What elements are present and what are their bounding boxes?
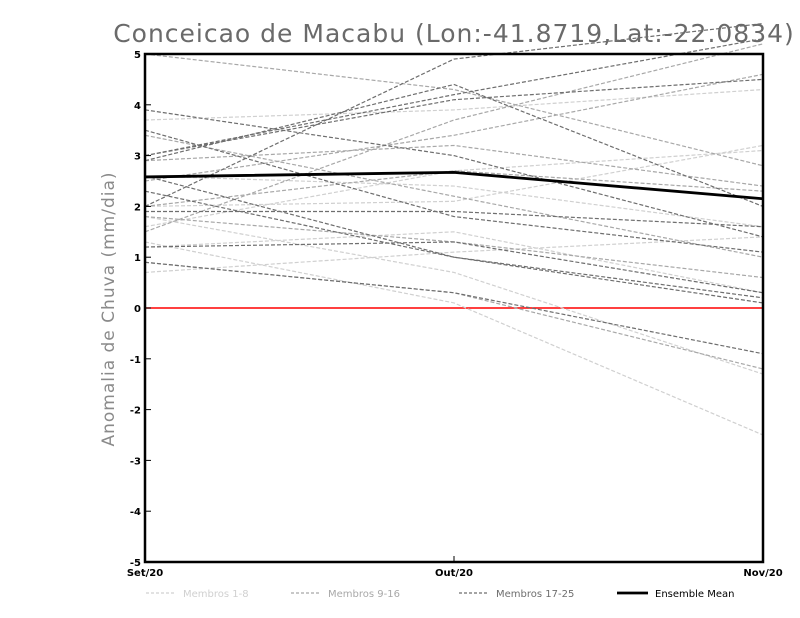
series-line-m8 [144,231,764,294]
y-tick-label: -3 [130,456,141,467]
y-tick-label: 3 [134,152,141,163]
series-line-m11 [144,170,764,207]
series-line-m27 [144,190,764,304]
legend-label: Membros 9-16 [328,589,400,600]
y-tick-label: -5 [130,558,141,569]
series-line-m13 [144,53,764,167]
series-line-m7 [144,149,764,228]
legend: Membros 1-8 Membros 9-16 Membros 17-25 Ense… [146,589,734,600]
chart-title: Conceicao de Macabu (Lon:-41.8719,Lat:-2… [113,19,795,48]
y-tick-label: -4 [130,507,141,518]
legend-label: Membros 1-8 [183,589,249,600]
series-line-m1 [144,144,764,207]
y-tick-label: 2 [134,202,141,213]
series-line-m25 [144,129,764,253]
series-line-m23 [144,78,764,157]
x-tick-label: Out/20 [435,568,473,579]
series-line-m14 [144,215,764,279]
legend-label: Ensemble Mean [655,589,734,600]
y-tick-label: 5 [134,50,141,61]
x-tick-label: Set/20 [127,568,163,579]
series-line-m16 [144,261,764,370]
ensemble-mean-line [144,170,764,201]
y-tick-label: -2 [130,406,141,417]
series-line-m17 [144,38,764,157]
series-line-m21 [144,241,764,294]
series-line-m9 [144,73,764,182]
y-tick-label: 1 [134,253,141,264]
series-line-m6 [144,175,764,228]
series-line-m4 [144,215,764,375]
series-line-m2 [144,88,764,121]
series-line-m18 [144,22,764,207]
member-series-group [144,22,764,436]
series-line-m5 [144,241,764,436]
ensemble-mean-group [144,170,764,201]
y-tick-label: -1 [130,355,141,366]
y-axis-label: Anomalia de Chuva (mm/dia) [99,171,119,446]
series-line-m26 [144,83,764,207]
series-line-m19 [144,109,764,238]
axis-ticks: -5 -4 -3 -2 -1 0 1 2 3 4 5 Set/20 Out/20 Nov/20 [127,50,783,579]
y-tick-label: 4 [134,101,141,112]
series-line-m3 [144,236,764,274]
series-line-m22 [144,261,764,355]
x-tick-label: Nov/20 [743,568,782,579]
legend-label: Membros 17-25 [496,589,574,600]
series-line-m15 [144,144,764,187]
series-line-m24 [145,210,764,228]
y-tick-label: 0 [134,304,141,315]
series-line-m10 [144,43,764,233]
series-line-m20 [144,175,764,299]
